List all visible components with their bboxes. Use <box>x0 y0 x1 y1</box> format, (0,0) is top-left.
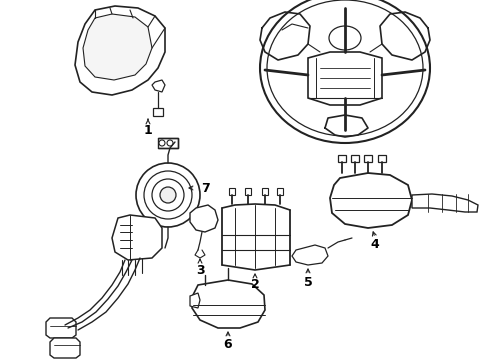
Text: 3: 3 <box>196 264 204 276</box>
Polygon shape <box>412 194 478 212</box>
Text: 2: 2 <box>250 278 259 291</box>
Polygon shape <box>158 138 178 148</box>
Polygon shape <box>83 14 152 80</box>
Text: 1: 1 <box>144 123 152 136</box>
Polygon shape <box>330 173 412 228</box>
Circle shape <box>160 187 176 203</box>
Polygon shape <box>50 338 80 358</box>
Polygon shape <box>152 80 165 92</box>
Polygon shape <box>292 245 328 265</box>
Polygon shape <box>229 188 235 195</box>
Polygon shape <box>351 155 359 162</box>
Polygon shape <box>112 215 162 260</box>
Polygon shape <box>262 188 268 195</box>
Polygon shape <box>277 188 283 195</box>
Circle shape <box>152 179 184 211</box>
Polygon shape <box>75 6 165 95</box>
Text: 5: 5 <box>304 275 313 288</box>
Polygon shape <box>245 188 251 195</box>
Circle shape <box>136 163 200 227</box>
Text: 4: 4 <box>370 238 379 251</box>
Circle shape <box>167 140 173 146</box>
Circle shape <box>159 140 165 146</box>
Polygon shape <box>190 293 200 308</box>
Polygon shape <box>338 155 346 162</box>
Text: 7: 7 <box>200 181 209 194</box>
Polygon shape <box>308 52 382 105</box>
Polygon shape <box>46 318 76 338</box>
Polygon shape <box>192 280 265 328</box>
Text: 6: 6 <box>224 338 232 351</box>
Polygon shape <box>190 205 218 232</box>
Circle shape <box>144 171 192 219</box>
Polygon shape <box>364 155 372 162</box>
Polygon shape <box>378 155 386 162</box>
Polygon shape <box>153 108 163 116</box>
